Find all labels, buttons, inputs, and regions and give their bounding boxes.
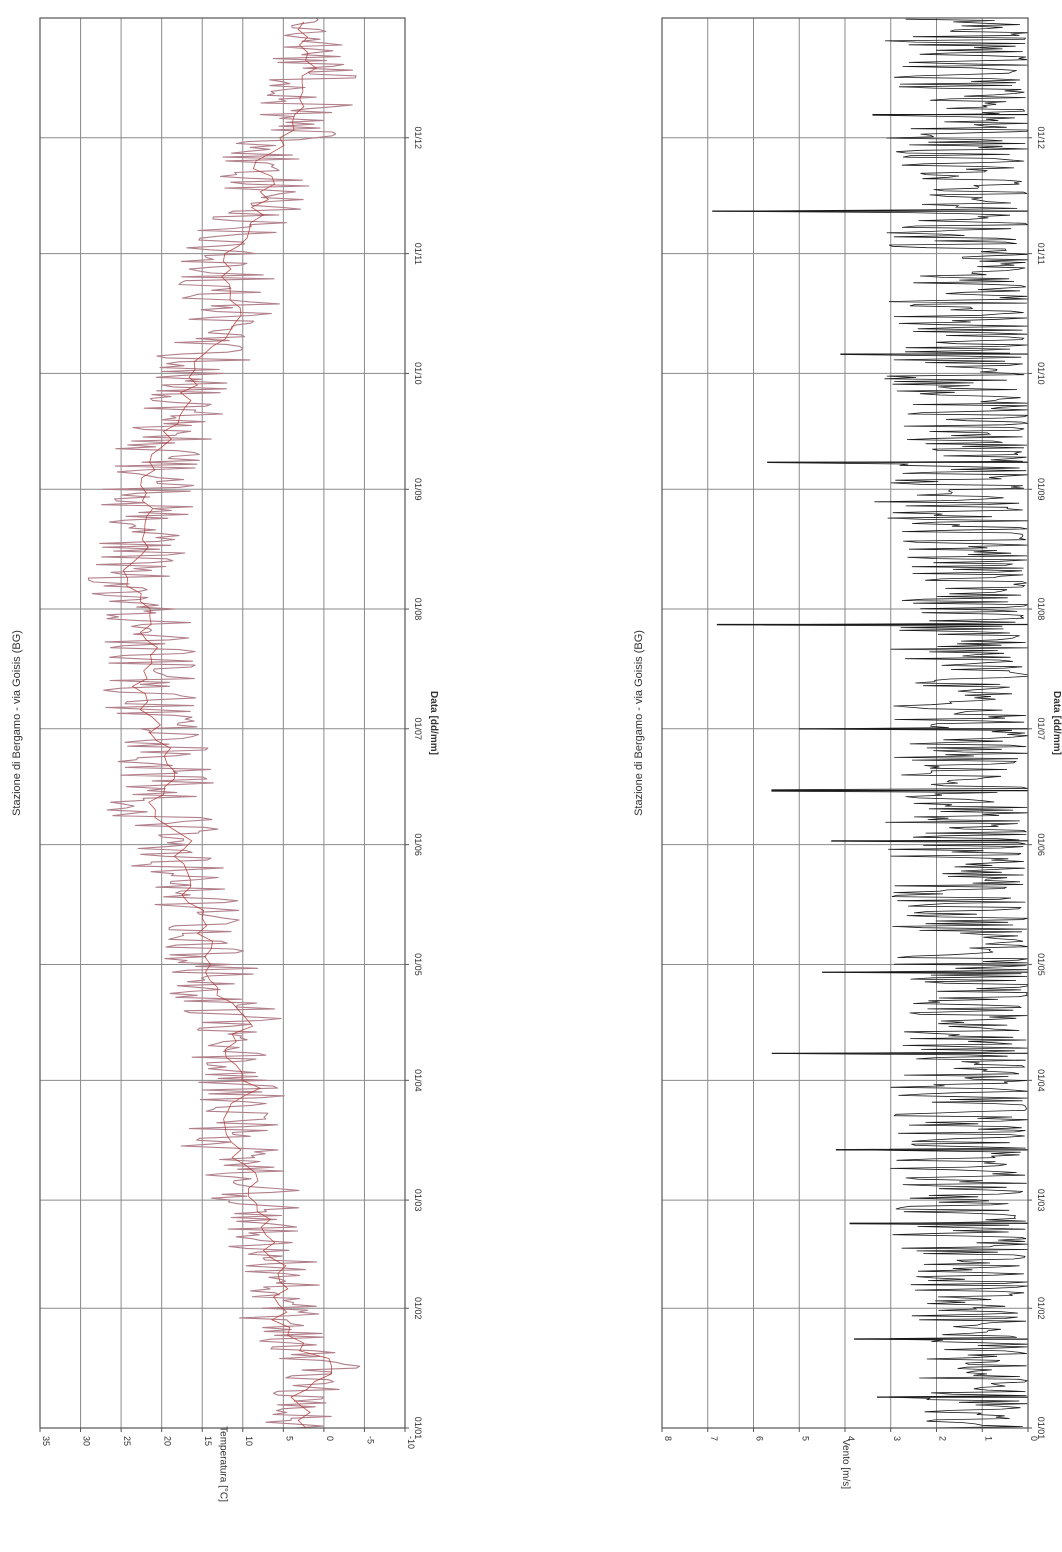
x-tick-label: 01/12 xyxy=(1036,126,1046,149)
x-tick-label: 01/04 xyxy=(413,1069,423,1092)
x-tick-label: 01/09 xyxy=(1036,478,1046,501)
temperature-y-ticks: -10 -5 0 5 10 15 20 25 30 35 xyxy=(39,1428,416,1449)
y-tick-label: 20 xyxy=(163,1436,173,1446)
temperature-series-line xyxy=(87,17,361,1429)
y-tick-label: 3 xyxy=(892,1436,902,1441)
y-tick-label: 35 xyxy=(41,1436,51,1446)
x-tick-label: 01/12 xyxy=(413,126,423,149)
y-tick-label: -5 xyxy=(365,1436,375,1444)
x-tick-label: 01/02 xyxy=(1036,1297,1046,1320)
wind-series-line xyxy=(712,18,1029,1429)
wind-x-ticks: 01/01 01/02 01/03 01/04 01/05 01/06 01/07 01/08… xyxy=(1028,126,1046,1439)
y-tick-label: 0 xyxy=(1029,1436,1039,1441)
wind-x-axis-label: Data [dd/mm] xyxy=(1051,691,1062,755)
x-tick-label: 01/10 xyxy=(1036,362,1046,385)
temperature-x-ticks: 01/01 01/02 01/03 01/04 01/05 01/06 01/07 01/08… xyxy=(405,126,423,1439)
temperature-plot-frame xyxy=(39,17,406,1429)
x-tick-label: 01/08 xyxy=(413,598,423,621)
wind-y-axis-label: Vento [m/s] xyxy=(840,1439,851,1489)
wind-series xyxy=(712,18,1029,1429)
x-tick-label: 01/03 xyxy=(413,1189,423,1212)
temperature-plot-area xyxy=(40,18,405,1428)
x-tick-label: 01/02 xyxy=(413,1297,423,1320)
x-tick-label: 01/03 xyxy=(1036,1189,1046,1212)
x-tick-label: 01/04 xyxy=(1036,1069,1046,1092)
x-tick-label: 01/07 xyxy=(1036,718,1046,741)
temperature-chart: -10 -5 0 5 10 15 20 25 30 35 01/01 01/02 01/03 01/04… xyxy=(11,17,439,1502)
temperature-x-axis-label: Data [dd/mm] xyxy=(428,691,439,755)
x-tick-label: 01/09 xyxy=(413,478,423,501)
x-tick-label: 01/01 xyxy=(1036,1417,1046,1440)
y-tick-label: 15 xyxy=(203,1436,213,1446)
wind-chart: 0 1 2 3 4 5 6 7 8 01/01 01/02 01/03 01/04 01/05 01/06… xyxy=(633,17,1062,1489)
x-tick-label: 01/11 xyxy=(1036,243,1046,265)
y-tick-label: 30 xyxy=(82,1436,92,1446)
x-tick-label: 01/11 xyxy=(413,243,423,265)
temperature-y-axis-label: Temperatura [°C] xyxy=(218,1426,229,1502)
y-tick-label: -10 xyxy=(406,1436,416,1449)
wind-chart-title: Stazione di Bergamo - via Goisis (BG) xyxy=(633,630,645,816)
x-tick-label: 01/06 xyxy=(413,833,423,856)
y-tick-label: 2 xyxy=(938,1436,948,1441)
y-tick-label: 8 xyxy=(663,1436,673,1441)
y-tick-label: 0 xyxy=(325,1436,335,1441)
x-tick-label: 01/05 xyxy=(1036,953,1046,976)
temperature-mean-line xyxy=(122,21,333,1429)
y-tick-label: 10 xyxy=(244,1436,254,1446)
temperature-chart-title: Stazione di Bergamo - via Goisis (BG) xyxy=(11,630,23,816)
x-tick-label: 01/05 xyxy=(413,953,423,976)
y-tick-label: 7 xyxy=(709,1436,719,1441)
y-tick-label: 5 xyxy=(284,1436,294,1441)
y-tick-label: 4 xyxy=(846,1436,856,1441)
temperature-series xyxy=(87,17,361,1429)
y-tick-label: 5 xyxy=(800,1436,810,1441)
x-tick-label: 01/01 xyxy=(413,1417,423,1440)
x-tick-label: 01/07 xyxy=(413,718,423,741)
y-tick-label: 1 xyxy=(983,1436,993,1441)
x-tick-label: 01/08 xyxy=(1036,598,1046,621)
wind-y-ticks: 0 1 2 3 4 5 6 7 8 xyxy=(661,1428,1039,1441)
x-tick-label: 01/06 xyxy=(1036,833,1046,856)
x-tick-label: 01/10 xyxy=(413,362,423,385)
y-tick-label: 6 xyxy=(755,1436,765,1441)
y-tick-label: 25 xyxy=(122,1436,132,1446)
